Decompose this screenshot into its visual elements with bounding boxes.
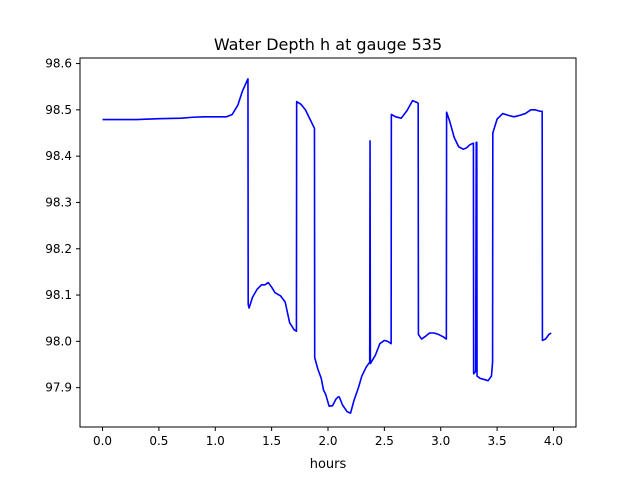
y-tick-label: 98.5 [45, 103, 72, 117]
x-tick-label: 1.5 [262, 434, 281, 448]
x-tick-label: 3.0 [431, 434, 450, 448]
y-tick-label: 98.4 [45, 149, 72, 163]
y-tick-label: 97.9 [45, 381, 72, 395]
x-axis: 0.0 0.5 1.0 1.5 2.0 2.5 3.0 3.5 4.0 [93, 427, 563, 448]
x-tick-label: 0.5 [149, 434, 168, 448]
series-line-group [102, 78, 552, 414]
x-tick-label: 0.0 [93, 434, 112, 448]
x-tick-label: 2.0 [318, 434, 337, 448]
series-line [102, 78, 552, 414]
y-tick-label: 98.6 [45, 57, 72, 71]
y-tick-label: 98.1 [45, 288, 72, 302]
x-axis-label: hours [310, 457, 347, 472]
y-tick-label: 98.2 [45, 242, 72, 256]
x-tick-label: 1.0 [206, 434, 225, 448]
x-tick-label: 3.5 [488, 434, 507, 448]
x-tick-label: 4.0 [544, 434, 563, 448]
y-tick-label: 98.3 [45, 195, 72, 209]
y-tick-label: 98.0 [45, 334, 72, 348]
chart-title: Water Depth h at gauge 535 [214, 35, 442, 54]
x-tick-label: 2.5 [375, 434, 394, 448]
y-axis: 97.9 98.0 98.1 98.2 98.3 98.4 98.5 98.6 [45, 57, 80, 395]
